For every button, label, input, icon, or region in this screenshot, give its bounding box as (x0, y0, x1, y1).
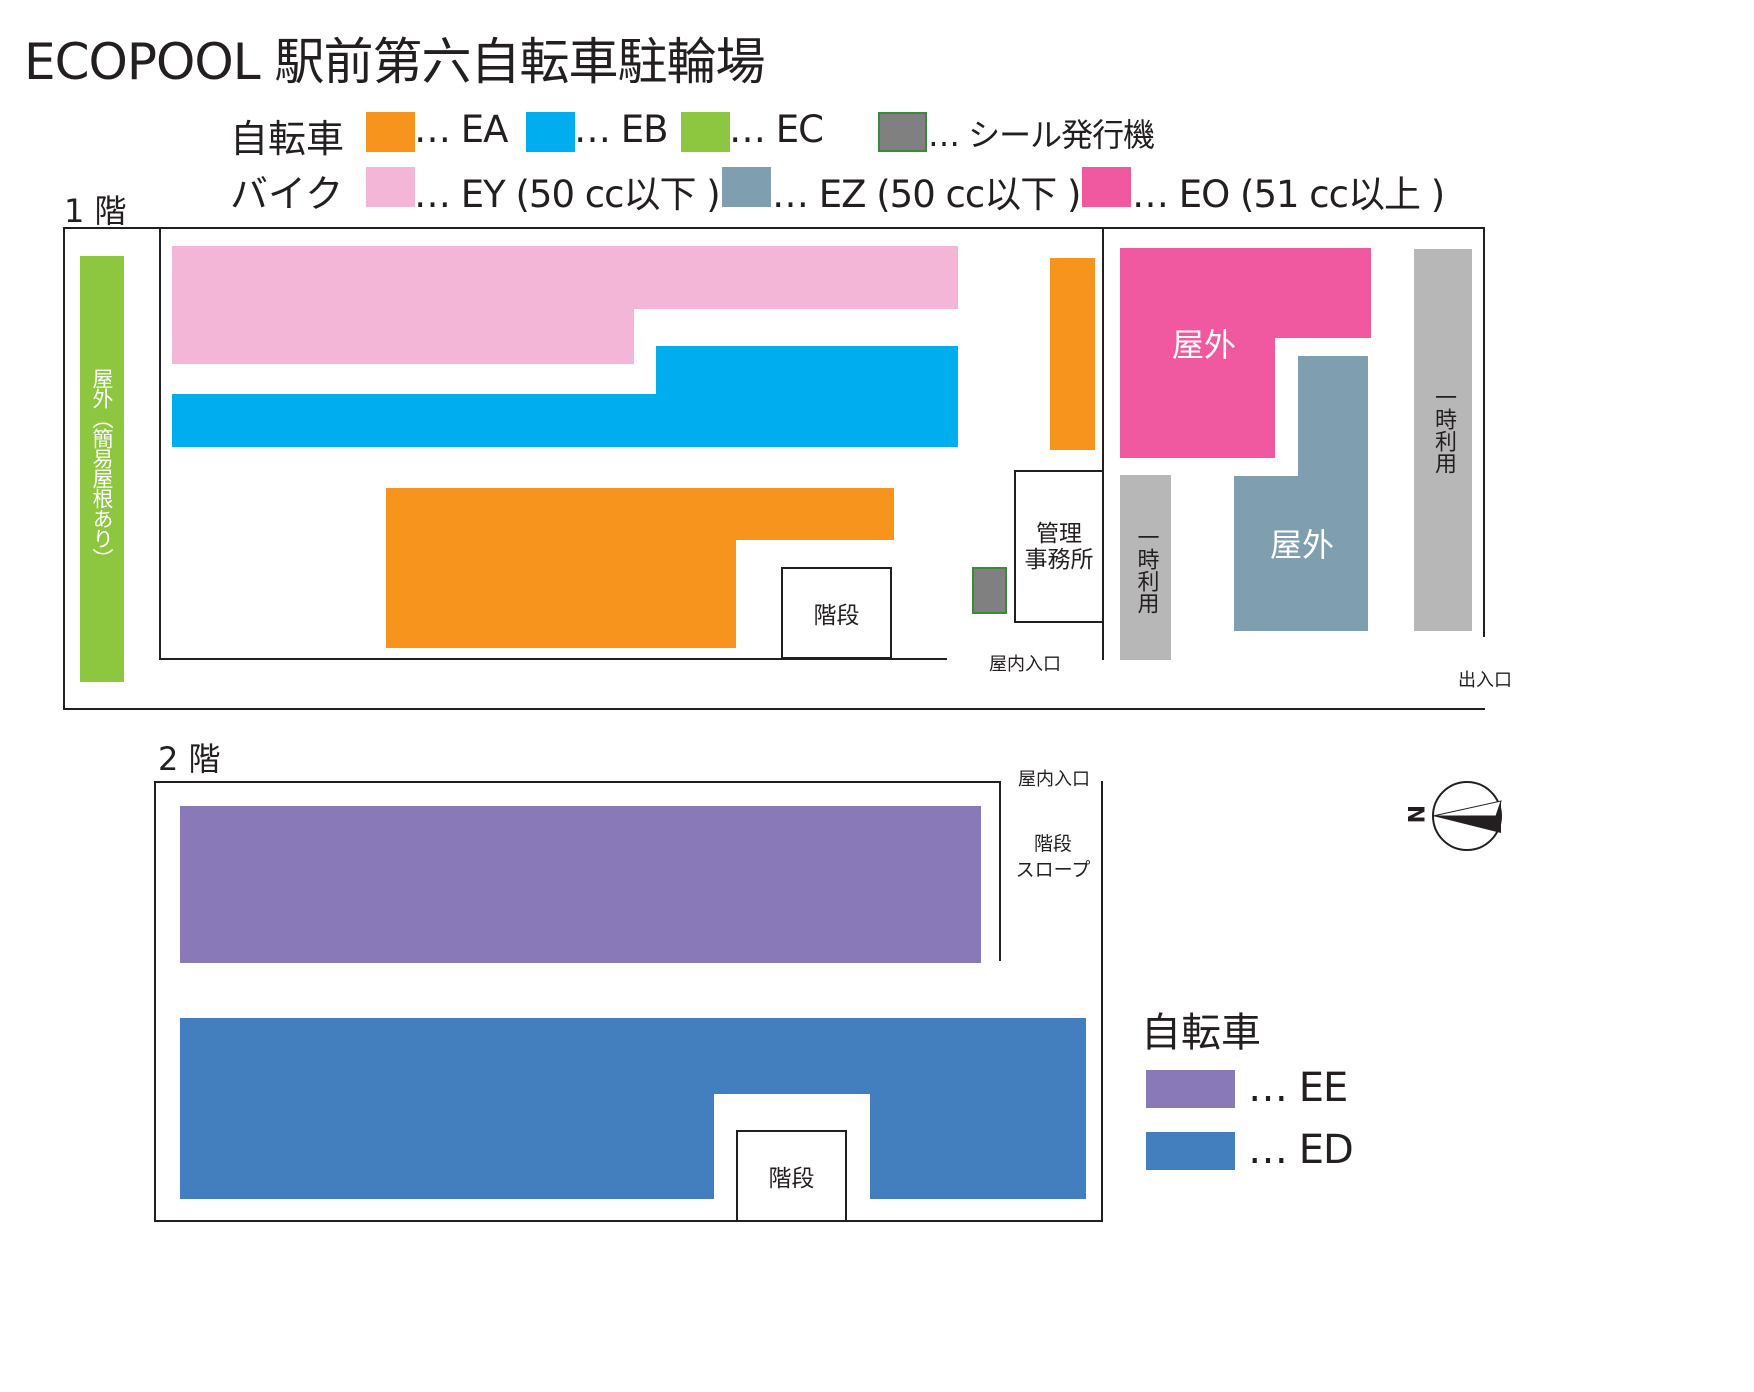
swatch-ey (366, 167, 415, 207)
floor1-outer-right (1483, 227, 1485, 637)
floor1-entrance: 出入口 (1458, 670, 1512, 691)
swatch-ea (366, 112, 415, 152)
zone-eb-lower (172, 394, 958, 447)
zone-eb-upper (656, 346, 958, 394)
zone-ec (80, 256, 124, 682)
floor2-stairs: 階段 (736, 1130, 847, 1222)
floor2-label: 2 階 (158, 740, 221, 778)
compass-icon: N (1400, 778, 1510, 858)
swatch-ec (681, 112, 730, 152)
compass-letter: N (1402, 805, 1427, 823)
zone-ec-label: 屋外（簡易屋根あり） (90, 367, 114, 568)
legend-label-eb: … EB (574, 108, 669, 151)
legend-label-eo: … EO (51 cc以上 ) (1132, 173, 1445, 216)
floor2-stairs-slope: 階段 スロープ (1015, 833, 1091, 881)
legend-label-ea: … EA (414, 108, 508, 151)
zone-ea-upper (386, 488, 894, 540)
legend-label-seal: … シール発行機 (928, 116, 1155, 154)
legend-label-ey: … EY (50 cc以下 ) (414, 173, 721, 216)
floor2-indoor-entrance: 屋内入口 (1018, 769, 1090, 790)
floor2-inner-right (999, 781, 1001, 961)
swatch-ee (1146, 1070, 1235, 1108)
legend-label-ec: … EC (729, 108, 824, 151)
zone-ez-label: 屋外 (1270, 526, 1335, 564)
zone-temp-left-label: 一時利用 (1133, 526, 1159, 614)
zone-eo-upper (1120, 248, 1371, 338)
zone-ee (180, 806, 981, 963)
legend-label-ez: … EZ (50 cc以下 ) (772, 173, 1081, 216)
floor1-outer-top (63, 227, 1485, 229)
office: 管理 事務所 (1014, 470, 1104, 623)
swatch-ez (722, 167, 771, 207)
zone-ea-lower (386, 540, 736, 648)
zone-ed-right (870, 1094, 1086, 1199)
zone-eo-lower (1120, 338, 1275, 458)
floor1-label: 1 階 (64, 192, 127, 230)
swatch-eb (526, 112, 575, 152)
floor1-outer-bottom (63, 708, 1485, 710)
swatch-eo (1082, 167, 1131, 207)
seal-machine (972, 567, 1007, 614)
zone-ez-upper (1298, 356, 1368, 476)
floor1-inner-left (159, 228, 161, 660)
floor1-stairs: 階段 (781, 567, 892, 659)
swatch-ed (1146, 1132, 1235, 1170)
zone-temp-right (1414, 249, 1472, 631)
legend-label-ee: … EE (1248, 1065, 1348, 1111)
floor2-top (154, 781, 1001, 783)
floor1-indoor-entrance: 屋内入口 (989, 654, 1061, 675)
floor2-legend-heading: 自転車 (1141, 1010, 1261, 1056)
floor2-left (154, 781, 156, 1222)
zone-ey-lower (172, 309, 634, 364)
zone-temp-right-label: 一時利用 (1431, 386, 1456, 474)
floor2-bottom (154, 1220, 1103, 1222)
zone-ed-top (180, 1018, 1086, 1094)
floor1-outer-left (63, 227, 65, 710)
legend-bicycle-heading: 自転車 (230, 117, 345, 161)
legend-label-ed: … ED (1248, 1127, 1354, 1173)
floor1-inner-bottom (159, 658, 947, 660)
floor2-outer-right (1101, 781, 1103, 1222)
zone-ea-strip (1050, 258, 1095, 450)
legend-bike-heading: バイク (230, 172, 344, 216)
zone-ed-left (180, 1094, 714, 1199)
page-title: ECOPOOL 駅前第六自転車駐輪場 (24, 33, 765, 91)
zone-ez-lower (1234, 476, 1368, 631)
zone-eo-label: 屋外 (1172, 326, 1237, 364)
floor1-inner-right (1102, 228, 1104, 660)
zone-ey-upper (172, 246, 958, 309)
zone-temp-left (1120, 475, 1171, 660)
swatch-seal (878, 112, 927, 152)
